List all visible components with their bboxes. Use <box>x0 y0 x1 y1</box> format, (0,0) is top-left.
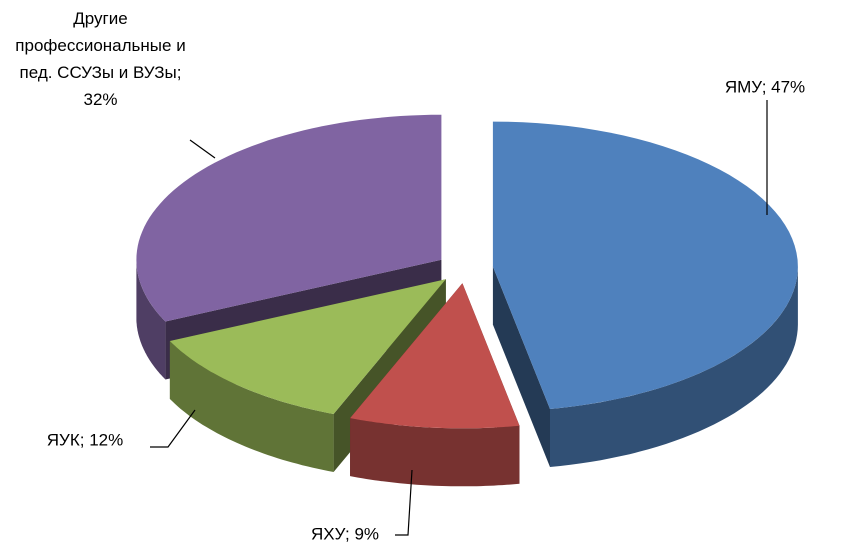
slice-side <box>136 259 166 380</box>
slice-top <box>350 283 520 429</box>
slice <box>492 121 798 467</box>
leader-line <box>150 409 196 448</box>
slice-wall <box>492 266 550 467</box>
slice-side <box>169 341 334 472</box>
slice-top <box>492 121 798 409</box>
slice-side <box>350 418 520 487</box>
slice <box>350 283 520 487</box>
data-label: ЯУК; 12% <box>47 430 123 449</box>
data-label: Другие профессиональные и пед. ССУЗы и В… <box>15 9 186 109</box>
pie <box>136 114 798 487</box>
slice-top <box>169 279 446 414</box>
data-label-box: Другие профессиональные и пед. ССУЗы и В… <box>15 9 186 109</box>
leader-line <box>395 469 413 536</box>
slice-top <box>136 114 442 322</box>
data-label: ЯМУ; 47% <box>725 77 805 96</box>
data-label: ЯХУ; 9% <box>311 524 379 543</box>
leader-line <box>189 139 216 159</box>
slice-side <box>550 266 798 467</box>
